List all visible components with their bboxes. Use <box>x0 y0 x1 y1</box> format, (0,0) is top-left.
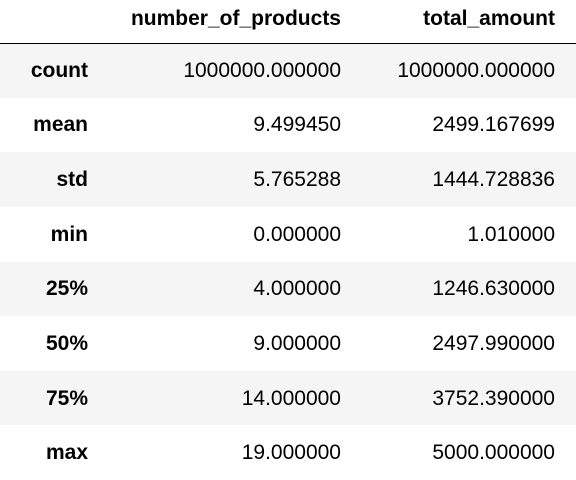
cell-number-of-products: 14.000000 <box>241 386 341 410</box>
cell-total-amount: 2499.167699 <box>432 113 555 137</box>
row-label: std <box>56 168 89 192</box>
row-label: 50% <box>45 331 88 355</box>
cell-number-of-products: 1000000.000000 <box>183 59 341 83</box>
table-row: min 0.000000 1.010000 <box>0 206 576 262</box>
table-row: 75% 14.000000 3752.390000 <box>0 370 576 426</box>
header-row: number_of_products total_amount <box>0 0 576 43</box>
index-header <box>0 0 101 43</box>
cell-total-amount: 5000.000000 <box>432 441 555 465</box>
column-header-number-of-products: number_of_products <box>130 6 341 30</box>
row-label: mean <box>33 113 88 137</box>
table-row: std 5.765288 1444.728836 <box>0 152 576 207</box>
cell-number-of-products: 9.000000 <box>253 331 341 355</box>
table-row: 50% 9.000000 2497.990000 <box>0 316 576 371</box>
row-label: max <box>45 441 88 465</box>
row-label: count <box>30 59 88 83</box>
table-header: number_of_products total_amount <box>0 0 576 43</box>
cell-number-of-products: 0.000000 <box>253 222 341 246</box>
row-label: 75% <box>45 386 88 410</box>
cell-total-amount: 1246.630000 <box>432 277 555 301</box>
table-row: mean 9.499450 2499.167699 <box>0 97 576 153</box>
cell-total-amount: 3752.390000 <box>432 386 555 410</box>
table-row: 25% 4.000000 1246.630000 <box>0 261 576 317</box>
table-row: max 19.000000 5000.000000 <box>0 425 576 480</box>
cell-total-amount: 1000000.000000 <box>397 59 555 83</box>
table-row: count 1000000.000000 1000000.000000 <box>0 43 576 98</box>
cell-number-of-products: 9.499450 <box>253 113 341 137</box>
column-header-total-amount: total_amount <box>423 6 555 30</box>
cell-total-amount: 2497.990000 <box>432 331 555 355</box>
cell-number-of-products: 4.000000 <box>253 277 341 301</box>
table-body: count 1000000.000000 1000000.000000 mean… <box>0 43 576 480</box>
cell-number-of-products: 19.000000 <box>241 441 341 465</box>
row-label: 25% <box>45 277 88 301</box>
cell-total-amount: 1.010000 <box>467 222 555 246</box>
cell-total-amount: 1444.728836 <box>432 168 555 192</box>
cell-number-of-products: 5.765288 <box>253 168 341 192</box>
row-label: min <box>50 222 88 246</box>
